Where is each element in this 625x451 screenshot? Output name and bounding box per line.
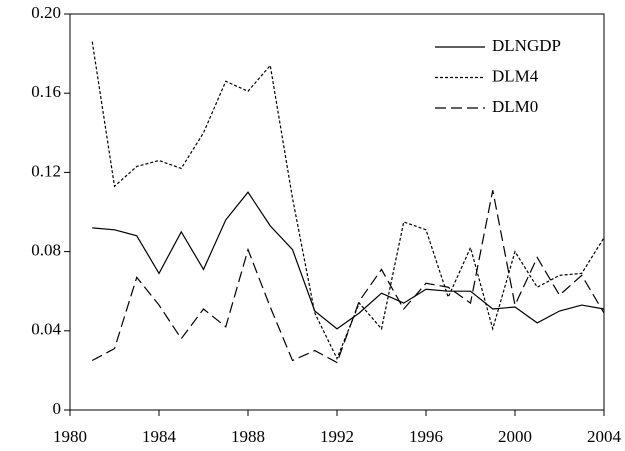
x-tick-label: 2000 — [498, 427, 532, 446]
x-tick-label: 2004 — [587, 427, 622, 446]
series-line — [91, 41, 605, 360]
x-tick-label: 1996 — [409, 427, 443, 446]
y-tick-label: 0 — [53, 399, 62, 418]
x-tick-label: 1984 — [142, 427, 177, 446]
x-tick-label: 1988 — [231, 427, 265, 446]
legend-label: DLM4 — [492, 66, 539, 85]
y-tick-label: 0.08 — [31, 241, 61, 260]
y-tick-label: 0.12 — [31, 161, 61, 180]
x-tick-label: 1992 — [320, 427, 354, 446]
series-line — [91, 190, 605, 364]
y-tick-label: 0.04 — [31, 320, 61, 339]
x-tick-label: 1980 — [53, 427, 87, 446]
legend-label: DLM0 — [492, 97, 538, 116]
y-tick-label: 0.16 — [31, 82, 61, 101]
series-line — [92, 191, 605, 330]
legend-label: DLNGDP — [492, 36, 561, 55]
y-tick-label: 0.20 — [31, 3, 61, 22]
